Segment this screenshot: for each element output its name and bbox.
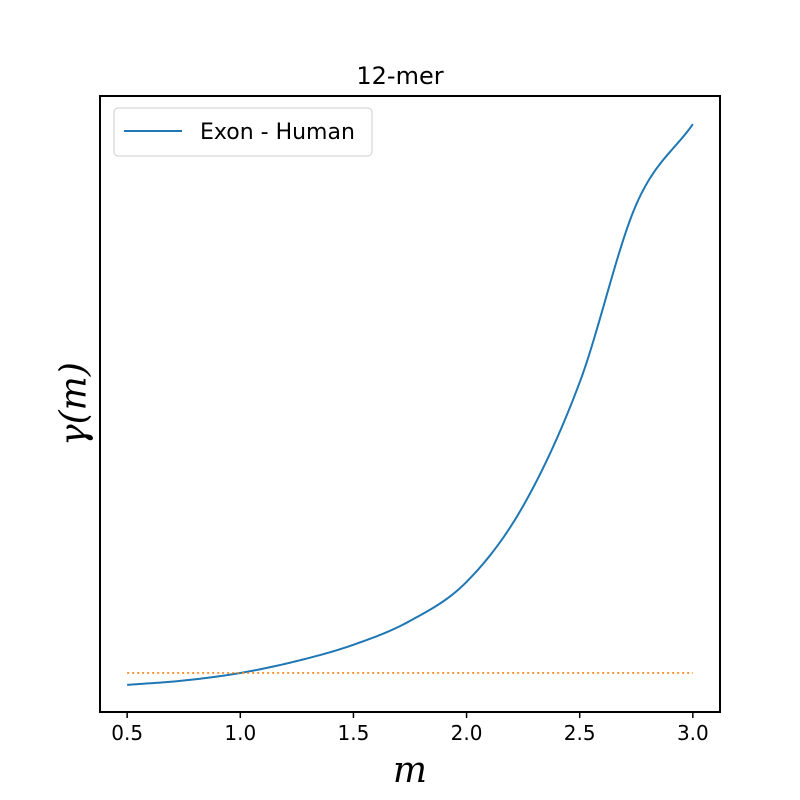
legend-label-exon-human: Exon - Human xyxy=(200,120,355,145)
x-tick-label: 2.5 xyxy=(564,721,596,745)
series-line-exon-human xyxy=(127,123,694,686)
plot-frame xyxy=(99,95,721,713)
legend: Exon - Human xyxy=(113,107,373,157)
legend-box xyxy=(113,107,373,157)
x-tick-label: 1.5 xyxy=(338,721,370,745)
x-tick-label: 2.0 xyxy=(451,721,483,745)
x-axis-ticks: 0.5 1.0 1.5 2.0 2.5 3.0 xyxy=(111,712,709,745)
x-tick-label: 3.0 xyxy=(677,721,709,745)
x-tick-label: 1.0 xyxy=(224,721,256,745)
x-tick-label: 0.5 xyxy=(111,721,143,745)
x-axis-label: m xyxy=(392,750,428,791)
series-lines xyxy=(127,123,694,686)
chart-title: 12-mer xyxy=(356,62,444,90)
